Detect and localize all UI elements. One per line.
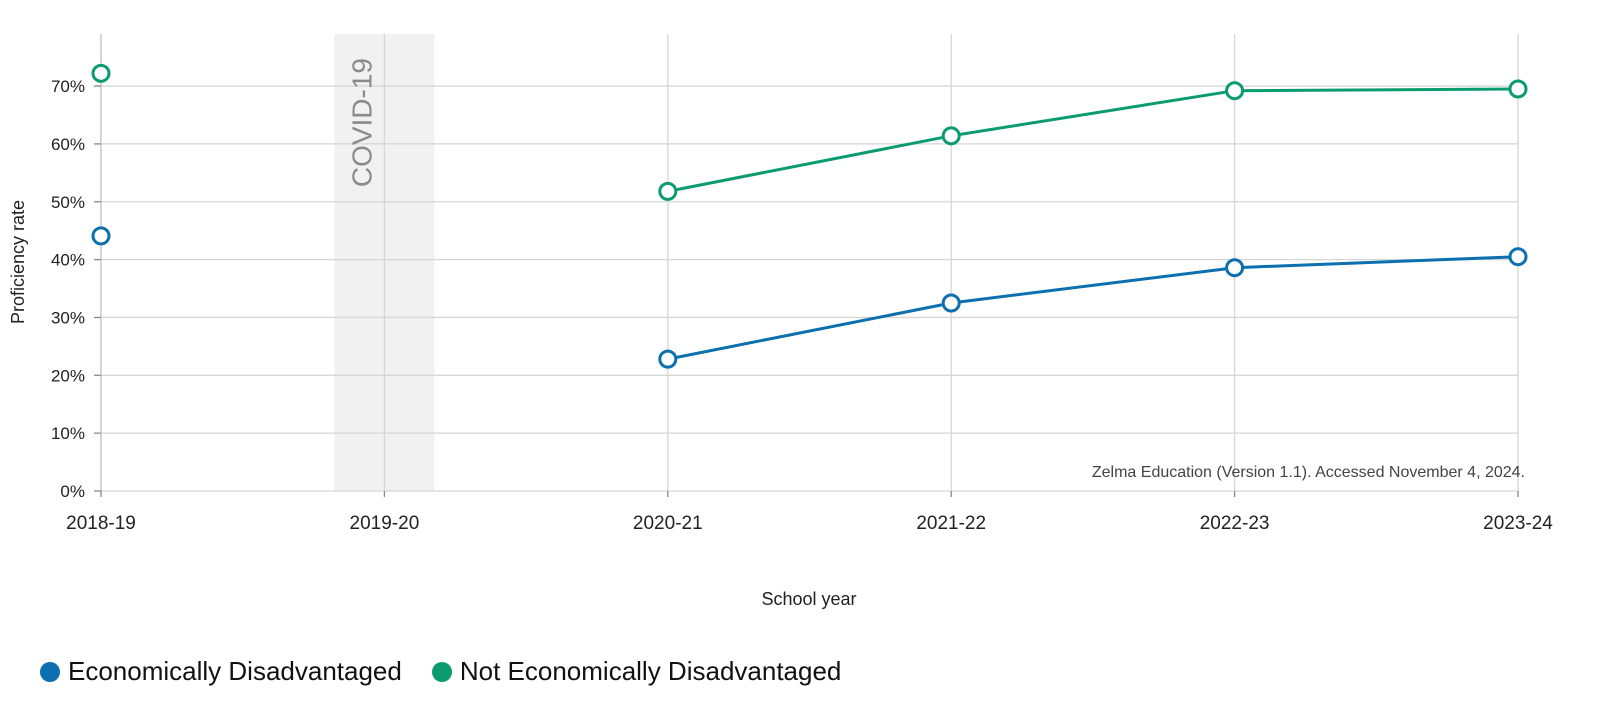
data-point[interactable] <box>1508 247 1528 267</box>
series-line <box>667 255 1519 361</box>
x-tick-label: 2018-19 <box>66 513 136 534</box>
data-point[interactable] <box>1225 81 1245 101</box>
data-point[interactable] <box>1225 258 1245 278</box>
series-line <box>667 87 1519 193</box>
y-tick-label: 40% <box>51 251 85 270</box>
x-tick-label: 2023-24 <box>1483 513 1553 534</box>
data-point[interactable] <box>941 293 961 313</box>
y-tick-label: 50% <box>51 193 85 212</box>
data-point[interactable] <box>658 349 678 369</box>
series-layer <box>91 63 1528 369</box>
legend-swatch-green <box>431 661 452 682</box>
x-tick-label: 2021-22 <box>916 513 986 534</box>
legend-swatch-blue <box>40 661 60 682</box>
legend: Economically Disadvantaged Not Economica… <box>40 656 841 687</box>
gridlines <box>100 34 1519 492</box>
y-tick-label: 70% <box>51 77 85 96</box>
x-tick-label: 2022-23 <box>1200 513 1270 534</box>
legend-item-not-economically-disadvantaged[interactable]: Not Economically Disadvantaged <box>431 656 842 687</box>
data-point[interactable] <box>91 226 111 246</box>
data-point[interactable] <box>91 63 111 83</box>
data-point[interactable] <box>1508 79 1528 99</box>
legend-item-economically-disadvantaged[interactable]: Economically Disadvantaged <box>40 656 402 687</box>
data-point[interactable] <box>658 181 678 201</box>
y-tick-label: 10% <box>51 424 85 443</box>
legend-label: Economically Disadvantaged <box>68 656 402 686</box>
legend-label: Not Economically Disadvantaged <box>459 656 842 686</box>
data-point[interactable] <box>941 126 961 146</box>
x-tick-label: 2020-21 <box>633 513 703 534</box>
proficiency-line-chart: COVID-19 0% 10% 20% 30% 40% 50% 60% 70% 2018-19 2… <box>8 34 1553 609</box>
y-tick-label: 60% <box>51 135 85 154</box>
covid-band-label: COVID-19 <box>346 58 377 187</box>
y-axis-title: Proficiency rate <box>8 200 28 324</box>
source-note: Zelma Education (Version 1.1). Accessed … <box>1092 464 1525 481</box>
axes: 0% 10% 20% 30% 40% 50% 60% 70% 2018-19 2019-20 202… <box>51 34 1553 534</box>
x-axis-title: School year <box>761 589 856 609</box>
series-not-economically-disadvantaged <box>91 63 1528 201</box>
y-tick-label: 20% <box>51 366 85 385</box>
y-tick-label: 0% <box>60 482 85 501</box>
series-economically-disadvantaged <box>91 226 1528 369</box>
x-tick-label: 2019-20 <box>350 513 420 534</box>
y-tick-label: 30% <box>51 308 85 327</box>
